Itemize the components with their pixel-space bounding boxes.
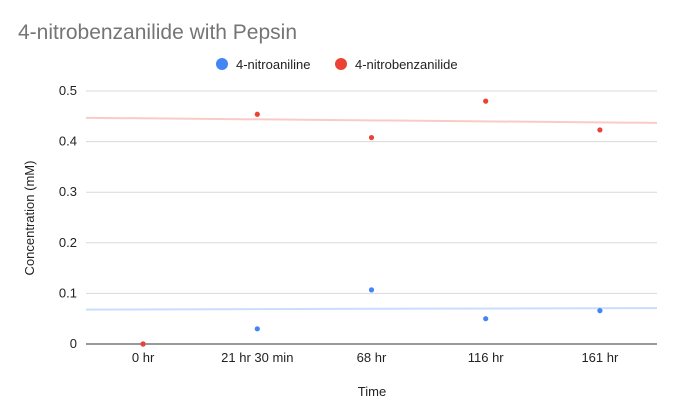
data-point-4-nitroaniline	[254, 326, 260, 332]
data-point-4-nitrobenzanilide	[140, 341, 146, 347]
x-tick-label: 116 hr	[468, 350, 505, 365]
y-tick-label: 0.2	[59, 235, 77, 250]
data-point-4-nitrobenzanilide	[254, 111, 260, 117]
trendline-4-nitroaniline	[85, 307, 658, 311]
data-point-4-nitroaniline	[368, 287, 375, 293]
x-tick-label: 0 hr	[132, 350, 155, 365]
x-tick-label: 161 hr	[581, 350, 619, 365]
y-tick-label: 0.5	[59, 83, 77, 98]
legend-swatch-4-nitroaniline	[216, 58, 228, 70]
legend-label-4-nitrobenzanilide: 4-nitrobenzanilide	[355, 57, 458, 72]
y-axis-ticks: 0 0.1 0.2 0.3 0.4 0.5	[59, 83, 77, 351]
y-tick-label: 0.3	[59, 184, 77, 199]
gridlines	[86, 90, 657, 345]
chart-title: 4-nitrobenzanilide with Pepsin	[18, 21, 297, 44]
data-point-4-nitrobenzanilide	[597, 127, 603, 133]
x-axis-title: Time	[358, 384, 386, 399]
x-tick-label: 68 hr	[357, 350, 387, 365]
data-point-4-nitrobenzanilide	[368, 134, 375, 141]
trendline-4-nitrobenzanilide	[85, 116, 658, 124]
y-axis-title: Concentration (mM)	[22, 161, 37, 276]
y-tick-label: 0	[70, 336, 77, 351]
trendlines	[85, 116, 658, 311]
legend-label-4-nitroaniline: 4-nitroaniline	[236, 57, 310, 72]
legend: 4-nitroaniline 4-nitrobenzanilide	[216, 57, 458, 72]
data-points	[140, 98, 603, 347]
y-tick-label: 0.4	[59, 134, 77, 149]
data-point-4-nitrobenzanilide	[483, 98, 489, 104]
x-axis-ticks: 0 hr 21 hr 30 min 68 hr 116 hr 161 hr	[132, 350, 619, 365]
y-tick-label: 0.1	[59, 285, 77, 300]
x-tick-label: 21 hr 30 min	[221, 350, 293, 365]
legend-swatch-4-nitrobenzanilide	[335, 58, 347, 70]
data-point-4-nitroaniline	[483, 316, 489, 322]
data-point-4-nitroaniline	[597, 308, 603, 314]
